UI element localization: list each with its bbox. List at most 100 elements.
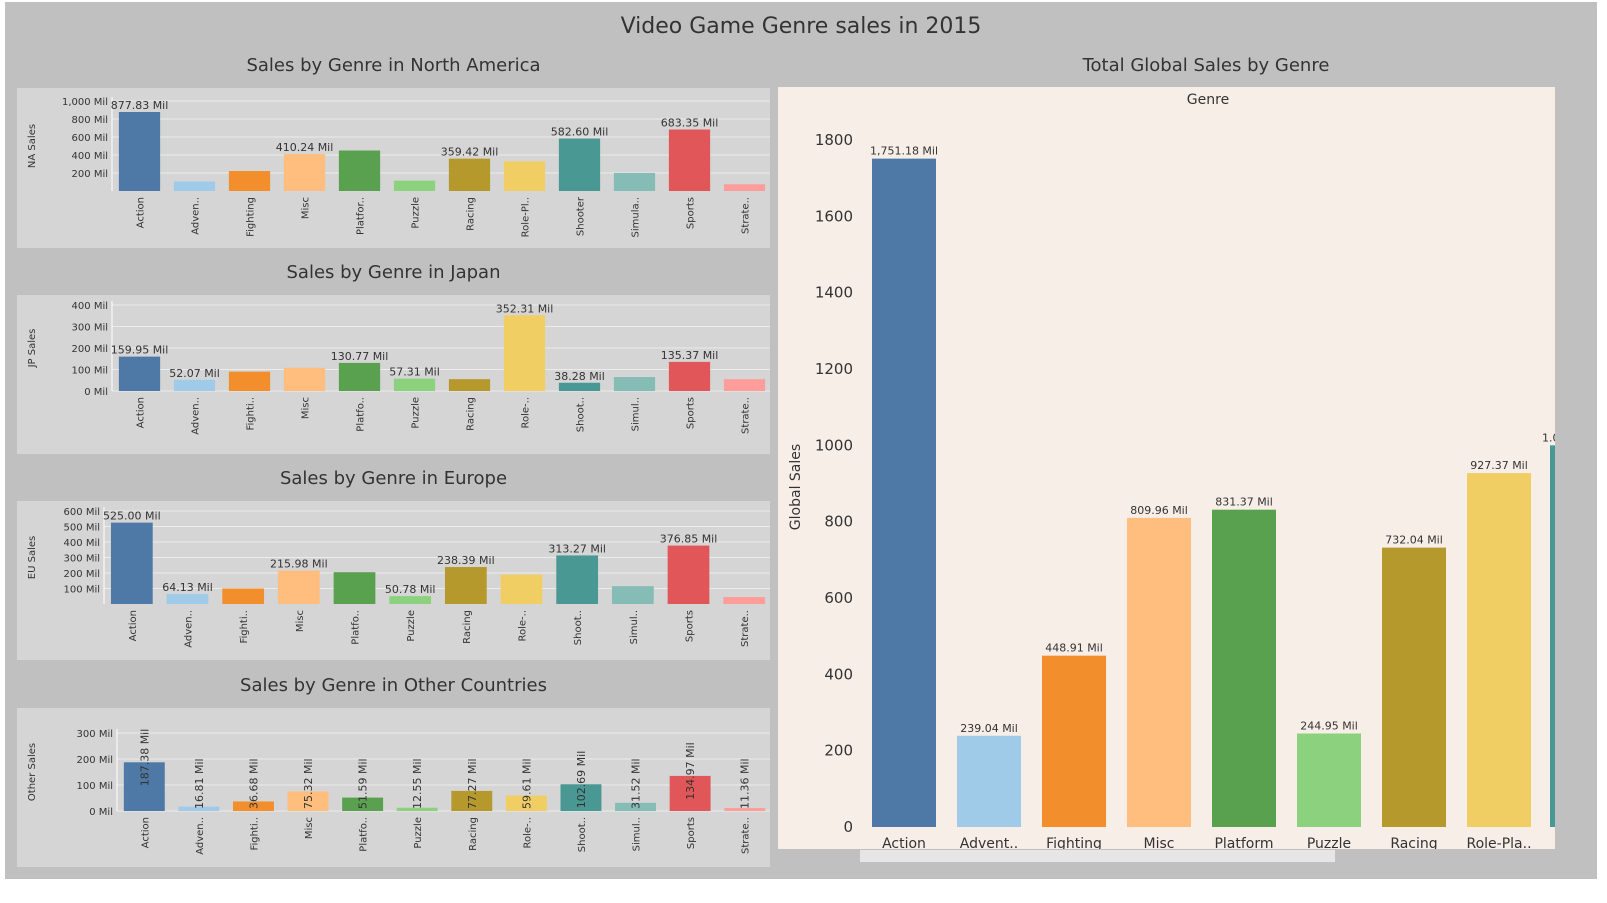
other-data-label: 36.68 Mil [247, 758, 260, 809]
jp-bar-10 [668, 361, 711, 391]
na-bar-7 [503, 161, 546, 191]
na-y-tick-label: 200 Mil [72, 169, 108, 180]
global-x-tick-label: Action [882, 836, 926, 849]
na-bar-2 [228, 171, 271, 191]
eu-bar-7 [500, 574, 543, 604]
eu-x-tick-label: Misc [295, 610, 306, 632]
global-data-label: 809.96 Mil [1130, 504, 1188, 517]
jp-data-label: 159.95 Mil [111, 344, 169, 357]
other-bar-7 [505, 795, 547, 811]
jp-x-tick-label: Platfo.. [356, 397, 367, 432]
eu-y-tick-label: 500 Mil [64, 523, 100, 534]
na-x-tick-label: Role-Pl.. [521, 197, 532, 237]
eu-chart-panel: EU Sales 100 Mil 200 Mil 300 Mil 400 Mil 500 … [17, 501, 772, 660]
other-sales-chart[interactable]: Other Sales 0 Mil 100 Mil 200 Mil 300 Mil 187… [17, 708, 772, 867]
jp-bar-11 [723, 379, 766, 391]
other-y-tick-label: 200 Mil [77, 755, 113, 766]
na-bar-8 [558, 138, 601, 191]
jp-data-label: 352.31 Mil [496, 302, 554, 315]
other-data-label: 134.97 Mil [684, 742, 697, 800]
jp-data-label: 130.77 Mil [331, 350, 389, 363]
na-bar-11 [723, 184, 766, 191]
global-chart-panel: Genre Global Sales 0 200 400 600 800 1000 1200 14… [778, 87, 1560, 852]
jp-bar-1 [173, 379, 216, 391]
other-bar-8 [560, 784, 602, 811]
jp-data-label: 52.07 Mil [169, 367, 220, 380]
global-y-tick-label: 1000 [815, 436, 853, 454]
other-x-tick-label: Sports [686, 817, 697, 849]
eu-y-tick-label: 400 Mil [64, 538, 100, 549]
jp-bar-0 [118, 356, 161, 391]
na-x-tick-label: Misc [301, 197, 312, 219]
global-sales-chart[interactable]: Genre Global Sales 0 200 400 600 800 1000 1200 14… [778, 87, 1560, 852]
global-chart-title: Total Global Sales by Genre [1082, 55, 1330, 76]
other-bar-0 [123, 762, 165, 811]
global-x-tick-label: Misc [1144, 836, 1175, 849]
jp-x-tick-label: Fighti.. [246, 397, 257, 431]
eu-chart-title: Sales by Genre in Europe [279, 468, 508, 489]
jp-data-label: 38.28 Mil [554, 370, 605, 383]
jp-bar-8 [558, 382, 601, 391]
na-bar-3 [283, 154, 326, 191]
na-x-tick-label: Strate.. [741, 197, 752, 234]
eu-bar-2 [222, 588, 265, 604]
other-x-tick-label: Racing [468, 817, 479, 851]
other-x-tick-label: Misc [304, 817, 315, 839]
global-bar-1 [957, 735, 1021, 827]
other-x-tick-label: Adven.. [195, 817, 206, 855]
na-x-tick-label: Adven.. [191, 197, 202, 235]
global-bar-5 [1297, 733, 1361, 827]
other-bar-9 [615, 802, 657, 811]
na-bar-9 [613, 173, 656, 191]
jp-bar-9 [613, 377, 656, 391]
global-bar-7 [1467, 473, 1531, 827]
global-data-label: 1,751.18 Mil [870, 145, 938, 158]
na-sales-chart[interactable]: NA Sales 200 Mil 400 Mil 600 Mil 800 Mil 1,00… [17, 88, 772, 248]
other-data-label: 77.27 Mil [466, 758, 479, 809]
horizontal-scrollbar[interactable] [860, 850, 1335, 862]
na-chart-panel: NA Sales 200 Mil 400 Mil 600 Mil 800 Mil 1,00… [17, 88, 772, 248]
other-bar-11 [724, 808, 766, 811]
other-chart-panel: Other Sales 0 Mil 100 Mil 200 Mil 300 Mil 187… [17, 708, 772, 867]
na-x-tick-label: Simula.. [631, 197, 642, 237]
na-y-axis-label: NA Sales [27, 124, 38, 168]
eu-x-tick-label: Action [128, 610, 139, 641]
na-bar-0 [118, 111, 161, 191]
global-bar-3 [1127, 517, 1191, 827]
eu-data-label: 376.85 Mil [660, 533, 718, 546]
other-x-tick-label: Puzzle [413, 817, 424, 849]
eu-sales-chart[interactable]: EU Sales 100 Mil 200 Mil 300 Mil 400 Mil 500 … [17, 501, 772, 660]
global-x-tick-label: Fighting [1046, 836, 1102, 849]
na-y-tick-label: 800 Mil [72, 115, 108, 126]
global-data-label-partial: 1.0 [1542, 431, 1555, 444]
other-x-tick-label: Role-.. [522, 817, 533, 849]
jp-x-tick-label: Puzzle [411, 397, 422, 429]
na-data-label: 683.35 Mil [661, 116, 719, 129]
jp-x-tick-label: Misc [301, 397, 312, 419]
global-data-label: 831.37 Mil [1215, 496, 1273, 509]
dashboard-title: Video Game Genre sales in 2015 [620, 14, 982, 39]
other-bar-4 [342, 797, 384, 811]
global-data-label: 927.37 Mil [1470, 459, 1528, 472]
global-data-label: 732.04 Mil [1385, 534, 1443, 547]
other-y-axis-label: Other Sales [27, 743, 38, 801]
other-data-label: 16.81 Mil [193, 758, 206, 809]
other-data-label: 75.32 Mil [302, 758, 315, 809]
eu-bar-6 [444, 567, 487, 604]
jp-chart-title: Sales by Genre in Japan [286, 262, 501, 283]
eu-x-tick-label: Fighti.. [239, 610, 250, 644]
eu-bar-5 [389, 596, 432, 604]
global-y-tick-label: 600 [824, 589, 853, 607]
jp-data-label: 57.31 Mil [389, 366, 440, 379]
global-header: Genre [1187, 92, 1229, 108]
na-bar-4 [338, 150, 381, 191]
na-data-label: 582.60 Mil [551, 126, 609, 139]
na-x-tick-label: Platfor.. [356, 197, 367, 235]
global-y-tick-label: 0 [843, 818, 853, 836]
eu-y-tick-label: 300 Mil [64, 554, 100, 565]
other-data-label: 12.55 Mil [411, 758, 424, 809]
jp-x-tick-label: Action [136, 397, 147, 428]
eu-data-label: 238.39 Mil [437, 554, 495, 567]
na-data-label: 359.42 Mil [441, 146, 499, 159]
jp-sales-chart[interactable]: JP Sales 0 Mil 100 Mil 200 Mil 300 Mil 400 Mi… [17, 295, 772, 454]
